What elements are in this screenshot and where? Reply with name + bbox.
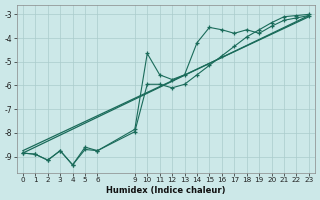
X-axis label: Humidex (Indice chaleur): Humidex (Indice chaleur) [106, 186, 226, 195]
